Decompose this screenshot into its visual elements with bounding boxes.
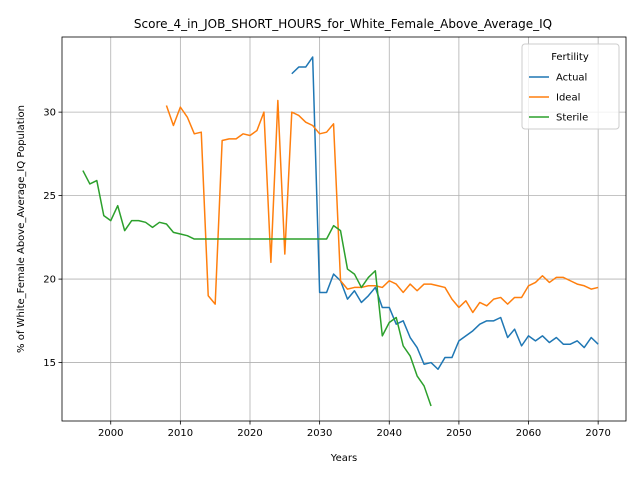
x-tick-label: 2070 <box>585 428 610 439</box>
x-tick-label: 2060 <box>516 428 541 439</box>
x-tick-label: 2030 <box>307 428 332 439</box>
x-tick-label: 2010 <box>168 428 193 439</box>
series-line-sterile <box>82 170 432 407</box>
y-tick-label: 30 <box>43 108 56 119</box>
x-tick-label: 2000 <box>98 428 123 439</box>
legend-label-sterile: Sterile <box>556 113 588 124</box>
legend-box <box>521 43 620 130</box>
legend-title: Fertility <box>551 52 589 63</box>
series-line-ideal <box>165 99 599 314</box>
x-tick-label: 2040 <box>377 428 402 439</box>
series-layer <box>82 56 599 407</box>
axis-ticks: 2000 2010 2020 2030 2040 2050 2060 2070 15 20 25 30 <box>43 108 611 439</box>
y-tick-label: 15 <box>43 358 56 369</box>
legend: Fertility Actual Ideal Sterile <box>521 43 620 130</box>
legend-label-ideal: Ideal <box>556 93 580 104</box>
y-axis-label: % of White_Female Above_Average_IQ Popul… <box>16 105 27 353</box>
series-line-actual <box>291 56 599 370</box>
plot-frame <box>61 36 627 422</box>
legend-label-actual: Actual <box>556 73 587 84</box>
x-tick-label: 2050 <box>446 428 471 439</box>
x-axis-label: Years <box>330 453 357 464</box>
y-tick-label: 20 <box>43 275 56 286</box>
x-tick-label: 2020 <box>237 428 262 439</box>
chart-title: Score_4_in_JOB_SHORT_HOURS_for_White_Fem… <box>134 17 552 31</box>
y-tick-label: 25 <box>43 191 56 202</box>
